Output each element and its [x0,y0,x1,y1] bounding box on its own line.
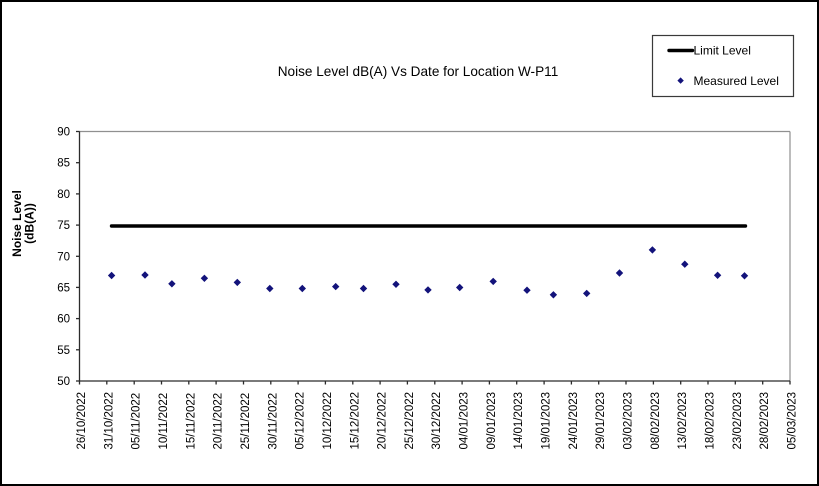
svg-text:70: 70 [57,251,70,263]
svg-text:28/02/2023: 28/02/2023 [759,392,771,450]
svg-text:80: 80 [57,189,70,201]
svg-text:24/01/2023: 24/01/2023 [568,392,580,450]
svg-text:26/10/2022: 26/10/2022 [76,392,88,450]
svg-text:50: 50 [57,376,70,388]
svg-text:25/12/2022: 25/12/2022 [404,392,416,450]
svg-text:09/01/2023: 09/01/2023 [486,392,498,450]
svg-text:30/12/2022: 30/12/2022 [431,392,443,450]
svg-text:05/03/2023: 05/03/2023 [787,392,799,450]
svg-text:90: 90 [57,127,70,139]
svg-text:14/01/2023: 14/01/2023 [513,392,525,450]
svg-text:60: 60 [57,314,70,326]
svg-text:20/12/2022: 20/12/2022 [377,392,389,450]
svg-text:31/10/2022: 31/10/2022 [103,392,115,450]
svg-text:20/11/2022: 20/11/2022 [213,393,225,450]
svg-text:75: 75 [57,220,70,232]
svg-text:05/11/2022: 05/11/2022 [131,393,143,450]
svg-text:85: 85 [57,158,70,170]
svg-text:10/12/2022: 10/12/2022 [322,392,334,450]
svg-text:19/01/2023: 19/01/2023 [541,392,553,450]
svg-text:30/11/2022: 30/11/2022 [267,393,279,450]
svg-text:25/11/2022: 25/11/2022 [240,393,252,450]
svg-text:Limit Level: Limit Level [694,44,751,58]
svg-text:55: 55 [57,345,70,357]
svg-text:15/11/2022: 15/11/2022 [185,393,197,450]
svg-text:08/02/2023: 08/02/2023 [650,392,662,450]
svg-text:(dB(A)): (dB(A)) [23,203,37,244]
svg-text:04/01/2023: 04/01/2023 [459,392,471,450]
svg-text:05/12/2022: 05/12/2022 [295,392,307,450]
svg-text:18/02/2023: 18/02/2023 [705,392,717,450]
svg-text:Noise Level: Noise Level [10,190,24,257]
svg-text:Measured Level: Measured Level [694,74,779,88]
svg-text:29/01/2023: 29/01/2023 [595,392,607,450]
svg-text:10/11/2022: 10/11/2022 [158,393,170,450]
svg-text:23/02/2023: 23/02/2023 [732,392,744,450]
svg-text:65: 65 [57,282,70,294]
svg-text:15/12/2022: 15/12/2022 [349,392,361,450]
svg-text:Noise Level dB(A) Vs Date for: Noise Level dB(A) Vs Date for Location W… [278,64,559,79]
svg-text:03/02/2023: 03/02/2023 [623,392,635,450]
svg-text:13/02/2023: 13/02/2023 [677,392,689,450]
